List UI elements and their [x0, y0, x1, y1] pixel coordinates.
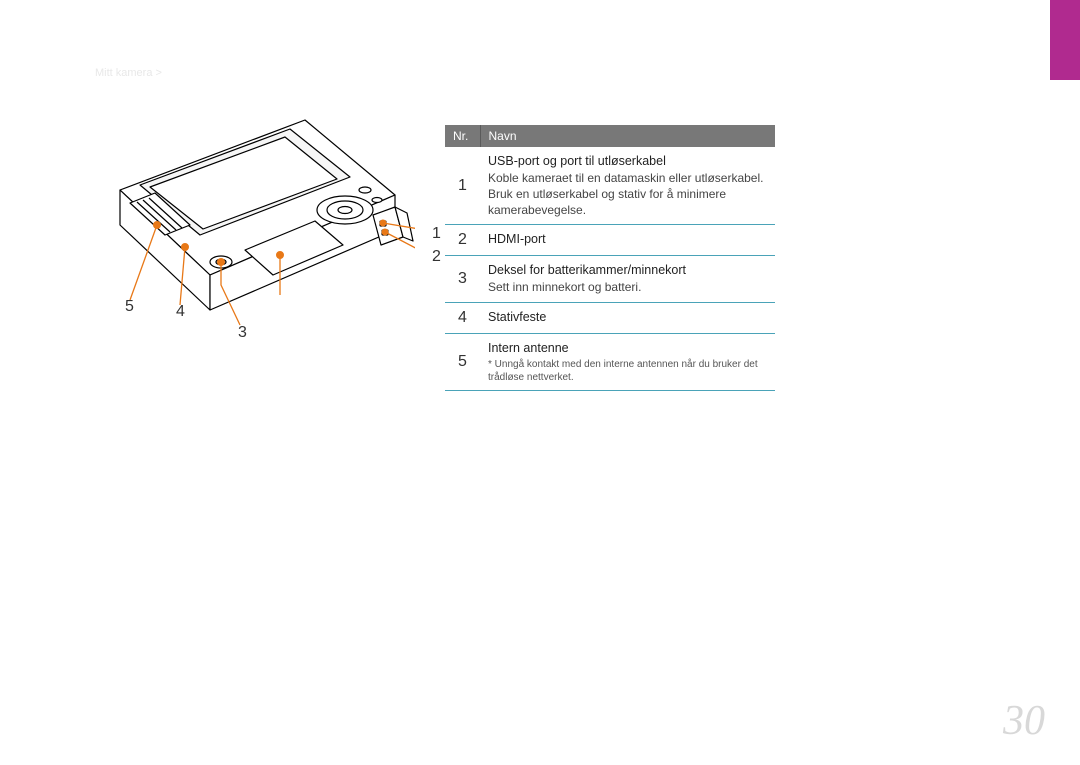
callout-1: 1 [432, 225, 441, 243]
cell-title: Stativfeste [488, 309, 767, 326]
cell-nr: 3 [445, 256, 480, 302]
cell-nr: 4 [445, 302, 480, 333]
cell-content: Stativfeste [480, 302, 775, 333]
cell-content: USB-port og port til utløserkabel Koble … [480, 147, 775, 225]
table-row: 3 Deksel for batterikammer/minnekort Set… [445, 256, 775, 302]
table-row: 2 HDMI-port [445, 225, 775, 256]
table-row: 1 USB-port og port til utløserkabel Kobl… [445, 147, 775, 225]
page-number: 30 [1003, 697, 1045, 745]
cell-title: Intern antenne [488, 340, 767, 357]
cell-content: Intern antenne * Unngå kontakt med den i… [480, 333, 775, 391]
th-name: Navn [480, 125, 775, 147]
cell-desc: Koble kameraet til en datamaskin eller u… [488, 170, 767, 219]
breadcrumb: Mitt kamera > [95, 67, 162, 79]
cell-content: HDMI-port [480, 225, 775, 256]
callout-4: 4 [176, 303, 185, 321]
cell-nr: 1 [445, 147, 480, 225]
callout-2: 2 [432, 248, 441, 266]
section-tab [1050, 0, 1080, 80]
cell-title: Deksel for batterikammer/minnekort [488, 262, 767, 279]
cell-nr: 2 [445, 225, 480, 256]
parts-table-area: Nr. Navn 1 USB-port og port til utløserk… [445, 125, 775, 391]
camera-illustration [95, 95, 415, 355]
table-row: 4 Stativfeste [445, 302, 775, 333]
cell-title: USB-port og port til utløserkabel [488, 153, 767, 170]
cell-nr: 5 [445, 333, 480, 391]
callout-3: 3 [238, 324, 247, 342]
th-nr: Nr. [445, 125, 480, 147]
parts-table: Nr. Navn 1 USB-port og port til utløserk… [445, 125, 775, 391]
cell-content: Deksel for batterikammer/minnekort Sett … [480, 256, 775, 302]
table-row: 5 Intern antenne * Unngå kontakt med den… [445, 333, 775, 391]
cell-title: HDMI-port [488, 231, 767, 248]
callout-5: 5 [125, 298, 134, 316]
camera-diagram [95, 95, 415, 355]
cell-note: * Unngå kontakt med den interne antennen… [488, 358, 767, 384]
cell-desc: Sett inn minnekort og batteri. [488, 279, 767, 295]
